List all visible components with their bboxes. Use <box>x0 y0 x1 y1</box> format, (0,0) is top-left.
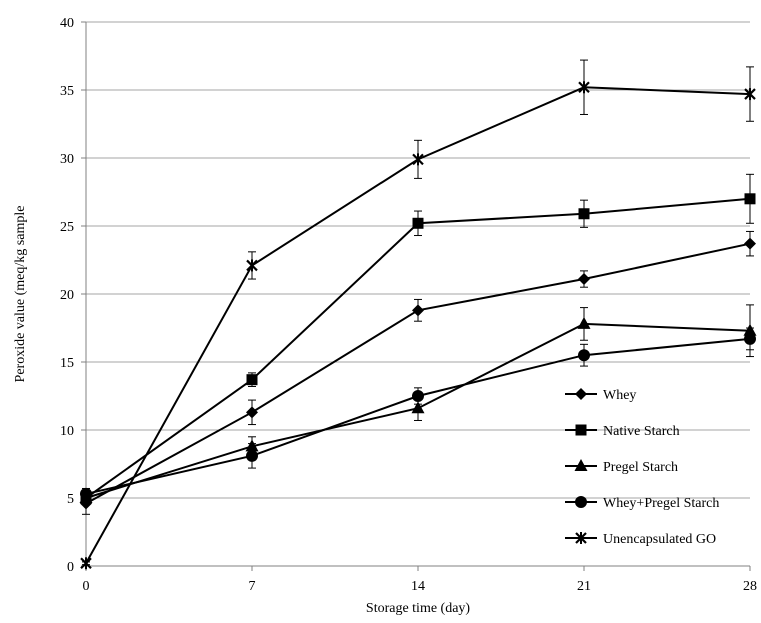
x-tick-label: 0 <box>83 579 90 594</box>
y-tick-label: 5 <box>67 492 74 507</box>
x-tick-labels: 0 7 14 21 28 <box>83 579 758 594</box>
data-point-triangle <box>574 459 588 471</box>
data-point-square <box>744 193 756 205</box>
y-tick-label: 20 <box>60 288 74 303</box>
data-point-diamond <box>744 237 756 250</box>
y-tick-label: 40 <box>60 16 74 31</box>
legend-item: Native Starch <box>565 424 680 439</box>
legend-label: Whey <box>603 388 636 403</box>
data-point-circle <box>578 349 590 362</box>
data-series <box>79 59 757 570</box>
legend-item: Pregel Starch <box>565 459 678 475</box>
data-point-diamond <box>575 388 587 400</box>
data-point-circle <box>744 332 756 345</box>
x-tick-label: 28 <box>743 579 757 594</box>
y-tick-label: 0 <box>67 560 74 575</box>
data-point-circle <box>80 487 92 500</box>
x-tick-label: 21 <box>577 579 591 594</box>
series-whey-pregel-starch <box>80 327 756 500</box>
y-tick-label: 25 <box>60 220 74 235</box>
legend-item: Whey+Pregel Starch <box>565 496 719 511</box>
legend-item: Whey <box>565 388 636 403</box>
data-point-triangle <box>411 401 425 414</box>
data-point-star <box>575 532 587 544</box>
data-point-diamond <box>578 273 590 286</box>
data-point-square <box>246 374 258 386</box>
data-point-star <box>744 88 756 101</box>
legend-label: Native Starch <box>603 424 680 439</box>
data-point-circle <box>246 449 258 462</box>
data-point-circle <box>575 496 587 508</box>
data-point-diamond <box>412 304 424 317</box>
data-point-square <box>575 424 587 436</box>
x-tick-label: 7 <box>249 579 256 594</box>
legend-label: Whey+Pregel Starch <box>603 496 719 511</box>
data-point-triangle <box>577 316 591 329</box>
data-point-star <box>80 557 92 570</box>
data-point-circle <box>412 390 424 402</box>
data-point-star <box>412 153 424 166</box>
data-point-star <box>578 81 590 94</box>
legend-label: Pregel Starch <box>603 460 678 475</box>
y-tick-label: 30 <box>60 152 74 167</box>
data-point-square <box>578 208 590 220</box>
x-tick-label: 14 <box>411 579 425 594</box>
y-tick-label: 10 <box>60 424 74 439</box>
y-axis-title: Peroxide value (meq/kg sample <box>13 206 28 383</box>
y-tick-labels: 0 5 10 15 20 25 30 35 40 <box>60 16 74 575</box>
series-native-starch <box>80 173 756 504</box>
axes <box>81 21 751 571</box>
legend-item: Unencapsulated GO <box>565 532 716 547</box>
y-tick-label: 15 <box>60 356 74 371</box>
data-point-diamond <box>246 406 258 419</box>
data-point-star <box>246 259 258 272</box>
series-unencapsulated-go <box>80 59 756 570</box>
y-tick-label: 35 <box>60 84 74 99</box>
x-axis-title: Storage time (day) <box>366 601 471 616</box>
data-point-square <box>412 217 424 229</box>
legend-label: Unencapsulated GO <box>603 532 716 547</box>
legend: Whey Native Starch Pregel Starch Whey+Prege… <box>565 388 719 547</box>
